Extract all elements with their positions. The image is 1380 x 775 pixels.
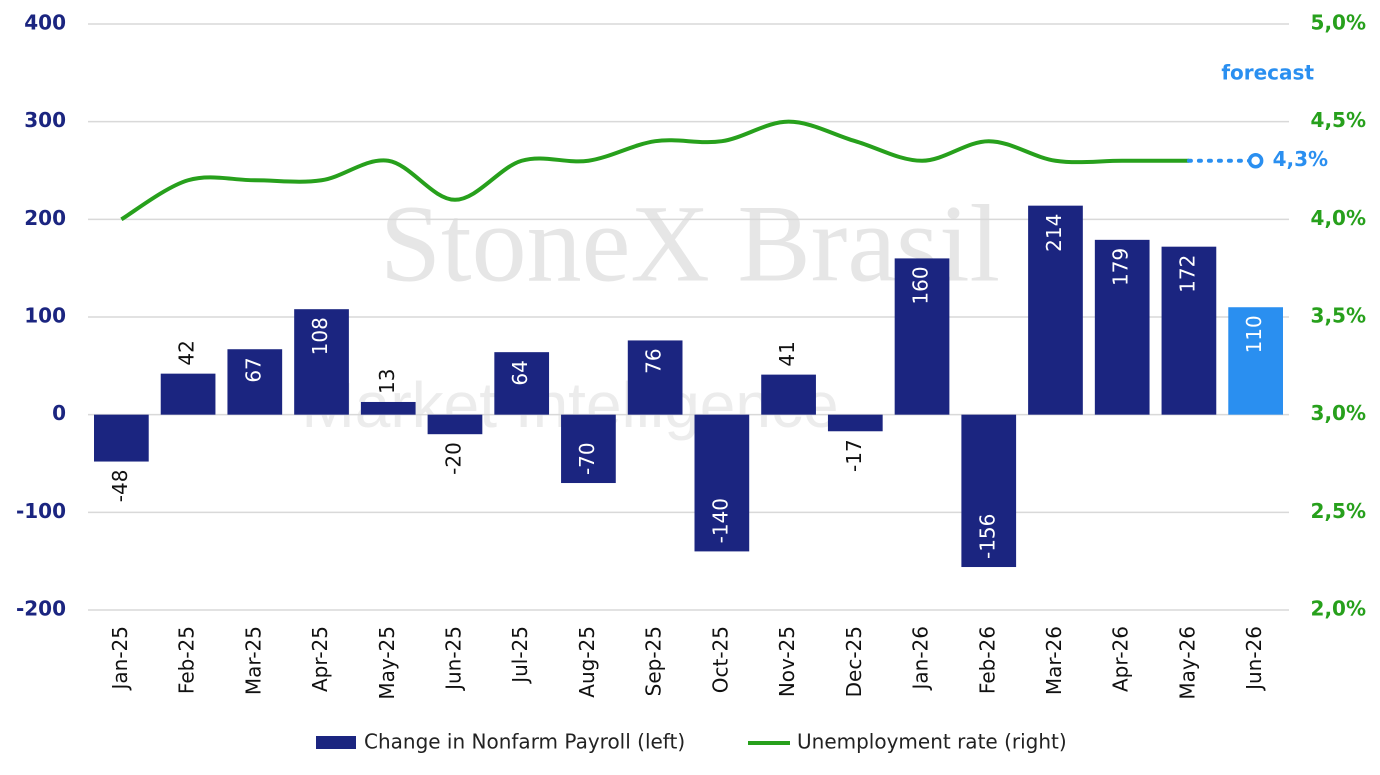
y-tick-label: -200 [16, 597, 66, 621]
bar [561, 414, 616, 484]
x-tick-label: Aug-25 [575, 626, 599, 698]
data-label: 179 [1109, 248, 1133, 286]
x-tick-label: May-26 [1175, 626, 1199, 700]
x-tick-label: Mar-25 [241, 626, 265, 695]
x-tick-label: Feb-26 [975, 626, 999, 694]
y2-tick-label: 3,5% [1311, 304, 1366, 328]
bar [294, 309, 349, 415]
y-tick-label: 200 [24, 206, 66, 230]
y-tick-label: 0 [52, 401, 66, 425]
bar [494, 352, 550, 415]
y-tick-label: -100 [16, 499, 66, 523]
data-label: 67 [241, 357, 265, 382]
data-label: 110 [1242, 315, 1266, 353]
line [120, 119, 1189, 222]
x-tick-label: Mar-26 [1042, 626, 1066, 695]
y2-tick-label: 2,5% [1311, 499, 1366, 523]
legend-swatch [316, 736, 356, 749]
data-label: -17 [842, 439, 866, 472]
data-label: 13 [375, 369, 399, 394]
bar [827, 414, 883, 432]
legend-label: Unemployment rate (right) [797, 730, 1067, 754]
bar [1228, 307, 1283, 415]
y-tick-label: 400 [24, 11, 66, 35]
y-tick-label: 300 [24, 108, 66, 132]
bar [227, 349, 283, 415]
x-tick-label: Feb-25 [175, 626, 199, 694]
data-label: -140 [708, 498, 732, 543]
data-label: 76 [642, 348, 666, 373]
data-label: -48 [108, 470, 132, 503]
x-tick-label: Dec-25 [842, 626, 866, 697]
x-tick-label: Apr-25 [308, 626, 332, 692]
forecast-marker [1247, 152, 1264, 169]
y2-tick-label: 4,0% [1311, 206, 1366, 230]
y2-tick-label: 4,5% [1311, 108, 1366, 132]
data-label: -156 [975, 514, 999, 559]
bar [360, 401, 416, 415]
data-label: 64 [508, 360, 532, 385]
forecast-value-label: 4,3% [1273, 147, 1328, 171]
bar [694, 414, 750, 552]
data-label: 172 [1175, 255, 1199, 293]
data-label: 42 [175, 340, 199, 365]
y2-tick-label: 3,0% [1311, 401, 1366, 425]
bar [894, 258, 950, 415]
bar [627, 340, 683, 415]
bar [761, 374, 816, 415]
x-tick-label: May-25 [375, 626, 399, 700]
x-tick-label: Jun-26 [1242, 626, 1266, 692]
bar [94, 414, 149, 462]
data-label: 160 [909, 266, 933, 304]
y-tick-label: 100 [24, 304, 66, 328]
x-tick-label: Jan-26 [909, 626, 933, 692]
data-label: 214 [1042, 214, 1066, 252]
y2-tick-label: 2,0% [1311, 597, 1366, 621]
bar [160, 373, 216, 415]
bar [427, 414, 483, 435]
x-tick-label: Oct-25 [708, 626, 732, 693]
data-label: -20 [441, 442, 465, 475]
data-label: -70 [575, 442, 599, 475]
x-tick-label: Jan-25 [108, 626, 132, 692]
bar [1028, 205, 1083, 415]
x-tick-label: Apr-26 [1109, 626, 1133, 692]
legend-label: Change in Nonfarm Payroll (left) [364, 730, 685, 754]
data-label: 108 [308, 317, 332, 355]
y2-tick-label: 5,0% [1311, 11, 1366, 35]
data-label: 41 [775, 341, 799, 366]
x-tick-label: Jun-25 [441, 626, 465, 692]
x-tick-label: Nov-25 [775, 626, 799, 697]
x-tick-label: Sep-25 [642, 626, 666, 696]
bar [1094, 239, 1150, 415]
bar [1161, 246, 1217, 415]
x-tick-label: Jul-25 [508, 626, 532, 685]
bar [961, 414, 1017, 568]
forecast-label: forecast [1221, 61, 1314, 85]
